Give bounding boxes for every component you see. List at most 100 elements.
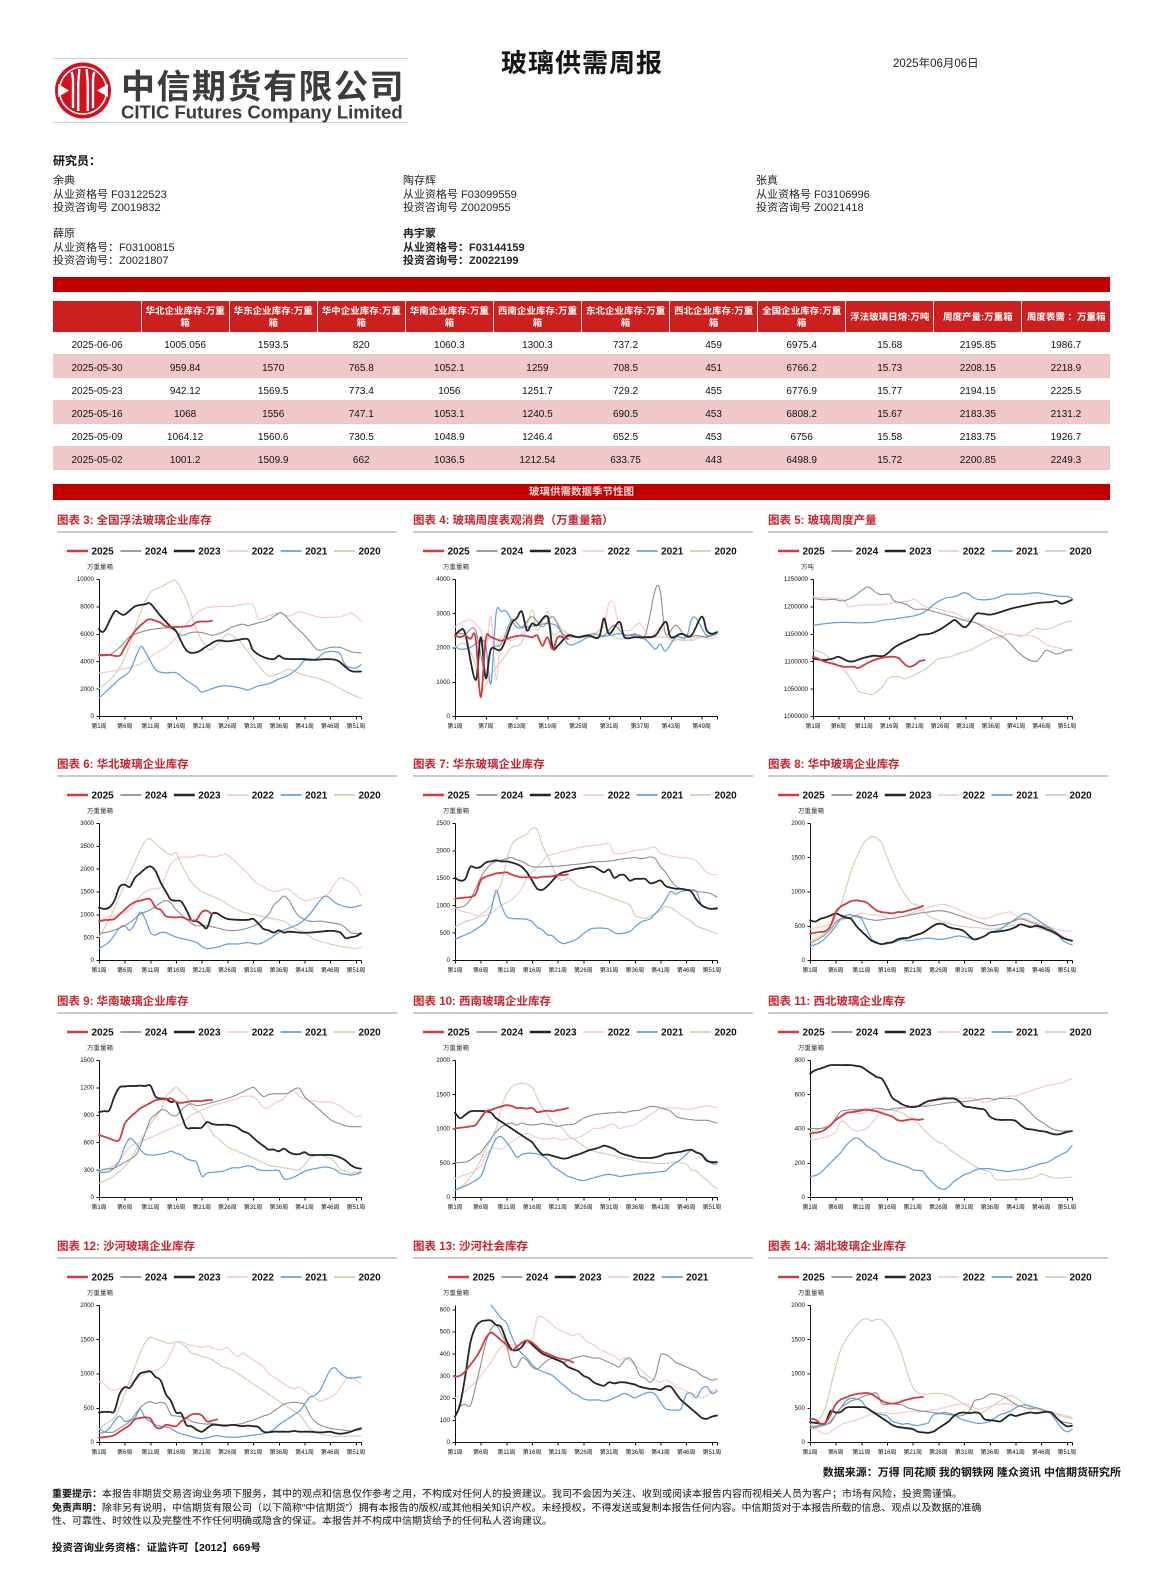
svg-text:第16周: 第16周 — [878, 1447, 897, 1456]
svg-text:第6周: 第6周 — [473, 1447, 488, 1456]
svg-text:500: 500 — [440, 928, 451, 937]
svg-text:图表 4: 玻璃周度表观消费（万重量箱）: 图表 4: 玻璃周度表观消费（万重量箱） — [413, 513, 614, 528]
svg-text:第26周: 第26周 — [929, 1202, 948, 1211]
svg-text:900: 900 — [84, 1110, 95, 1119]
svg-text:第1周: 第1周 — [91, 965, 106, 974]
svg-text:1000: 1000 — [436, 1124, 450, 1133]
svg-text:第36周: 第36周 — [625, 1202, 644, 1211]
svg-text:第1周: 第1周 — [805, 721, 820, 730]
svg-text:万重量箱: 万重量箱 — [443, 805, 470, 815]
svg-text:1200: 1200 — [80, 1083, 94, 1092]
svg-text:2000: 2000 — [80, 1300, 94, 1309]
svg-text:2024: 2024 — [501, 787, 524, 802]
svg-text:第41周: 第41周 — [1006, 1447, 1025, 1456]
svg-text:第16周: 第16周 — [167, 1447, 186, 1456]
svg-text:第16周: 第16周 — [523, 965, 542, 974]
svg-text:第31周: 第31周 — [244, 965, 263, 974]
svg-text:第6周: 第6周 — [117, 721, 132, 730]
svg-text:第51周: 第51周 — [347, 721, 366, 730]
svg-text:第36周: 第36周 — [980, 1447, 999, 1456]
svg-text:2023: 2023 — [909, 543, 932, 558]
svg-text:2020: 2020 — [715, 1024, 738, 1039]
svg-text:1500: 1500 — [791, 853, 805, 862]
svg-text:1500: 1500 — [791, 1335, 805, 1344]
svg-text:1000: 1000 — [791, 1369, 805, 1378]
svg-text:第26周: 第26周 — [574, 1447, 593, 1456]
svg-text:第41周: 第41周 — [651, 1447, 670, 1456]
svg-text:第1周: 第1周 — [447, 721, 462, 730]
svg-text:2021: 2021 — [661, 1024, 684, 1039]
svg-text:2024: 2024 — [145, 1024, 168, 1039]
svg-text:第36周: 第36周 — [269, 721, 288, 730]
svg-text:2020: 2020 — [1070, 787, 1093, 802]
svg-text:CITIC Futures Company Limited: CITIC Futures Company Limited — [121, 99, 403, 125]
svg-text:第1周: 第1周 — [91, 1202, 106, 1211]
svg-text:0: 0 — [91, 1192, 95, 1201]
svg-text:2020: 2020 — [715, 543, 738, 558]
svg-text:2021: 2021 — [305, 543, 328, 558]
svg-text:图表 6: 华北玻璃企业库存: 图表 6: 华北玻璃企业库存 — [57, 757, 189, 772]
svg-text:第16周: 第16周 — [878, 1202, 897, 1211]
svg-text:万重量箱: 万重量箱 — [87, 1287, 114, 1297]
svg-text:2022: 2022 — [252, 1269, 275, 1284]
svg-text:第49周: 第49周 — [692, 721, 711, 730]
svg-text:400: 400 — [440, 1349, 451, 1358]
svg-text:第11周: 第11周 — [852, 1202, 870, 1211]
svg-text:1150000: 1150000 — [784, 629, 808, 638]
svg-text:200: 200 — [795, 1158, 806, 1167]
svg-text:第31周: 第31周 — [600, 965, 619, 974]
svg-text:第51周: 第51周 — [1058, 1202, 1077, 1211]
svg-text:第21周: 第21周 — [192, 965, 211, 974]
svg-text:第46周: 第46周 — [677, 1202, 696, 1211]
svg-text:2000: 2000 — [791, 1300, 805, 1309]
svg-text:第6周: 第6周 — [117, 965, 132, 974]
svg-text:100: 100 — [440, 1415, 451, 1424]
svg-text:2020: 2020 — [1070, 543, 1093, 558]
svg-text:2023: 2023 — [198, 543, 221, 558]
svg-text:第36周: 第36周 — [269, 1447, 288, 1456]
svg-text:第51周: 第51周 — [347, 1202, 366, 1211]
svg-text:2025: 2025 — [473, 1269, 496, 1284]
svg-text:1500: 1500 — [80, 1335, 94, 1344]
svg-text:第46周: 第46周 — [1032, 1202, 1051, 1211]
svg-text:第41周: 第41周 — [1007, 721, 1026, 730]
svg-text:2021: 2021 — [661, 543, 684, 558]
svg-text:1250000: 1250000 — [784, 574, 809, 583]
svg-text:0: 0 — [91, 1437, 95, 1446]
svg-text:4000: 4000 — [436, 574, 450, 583]
svg-text:第25周: 第25周 — [569, 721, 588, 730]
svg-text:2023: 2023 — [579, 1269, 602, 1284]
svg-text:第11周: 第11周 — [852, 965, 870, 974]
svg-text:2500: 2500 — [80, 841, 94, 850]
svg-text:600: 600 — [795, 1090, 806, 1099]
svg-text:万吨: 万吨 — [801, 561, 815, 571]
svg-text:万重量箱: 万重量箱 — [87, 1042, 114, 1052]
svg-text:2025: 2025 — [92, 1024, 115, 1039]
svg-text:第16周: 第16周 — [523, 1447, 542, 1456]
svg-text:第46周: 第46周 — [321, 965, 340, 974]
svg-text:2024: 2024 — [501, 1024, 524, 1039]
svg-text:1200000: 1200000 — [784, 602, 809, 611]
svg-text:0: 0 — [802, 1437, 806, 1446]
svg-text:第26周: 第26周 — [931, 721, 950, 730]
svg-text:第16周: 第16周 — [167, 1202, 186, 1211]
svg-text:第11周: 第11周 — [141, 1447, 159, 1456]
svg-text:2024: 2024 — [145, 787, 168, 802]
svg-text:第37周: 第37周 — [631, 721, 650, 730]
svg-text:300: 300 — [84, 1165, 95, 1174]
svg-text:第46周: 第46周 — [677, 965, 696, 974]
svg-text:图表 12: 沙河玻璃企业库存: 图表 12: 沙河玻璃企业库存 — [57, 1239, 196, 1254]
svg-text:第1周: 第1周 — [447, 1447, 462, 1456]
svg-text:0: 0 — [447, 1437, 451, 1446]
svg-text:2020: 2020 — [359, 1269, 382, 1284]
svg-text:2024: 2024 — [145, 543, 168, 558]
svg-text:第31周: 第31周 — [244, 721, 263, 730]
svg-text:2021: 2021 — [1016, 1269, 1039, 1284]
svg-text:2020: 2020 — [359, 1024, 382, 1039]
svg-text:第19周: 第19周 — [538, 721, 557, 730]
svg-text:1000: 1000 — [80, 1369, 94, 1378]
svg-text:第51周: 第51周 — [703, 1447, 722, 1456]
svg-text:图表 5: 玻璃周度产量: 图表 5: 玻璃周度产量 — [768, 513, 877, 528]
svg-text:第16周: 第16周 — [878, 965, 897, 974]
svg-text:2020: 2020 — [359, 543, 382, 558]
